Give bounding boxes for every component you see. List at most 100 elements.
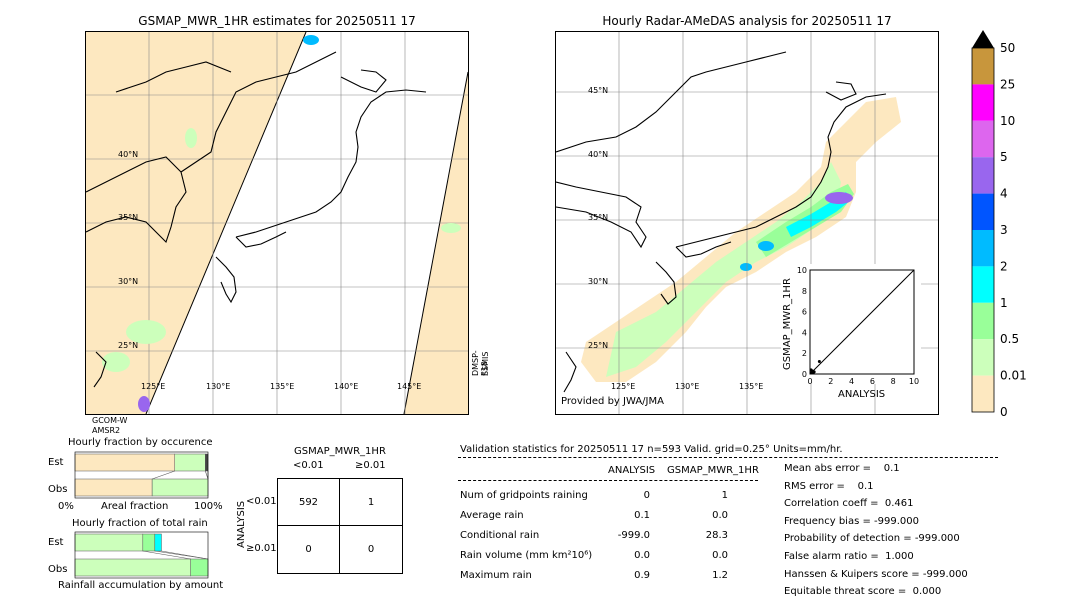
fraction-x100: 100% [194, 501, 223, 512]
colorbar-label: 0 [1000, 405, 1008, 419]
right-lon-135: 135°E [739, 382, 764, 391]
left-map-title: GSMAP_MWR_1HR estimates for 20250511 17 [138, 14, 416, 28]
left-map [85, 31, 469, 415]
contingency-row2: ≥0.01 [246, 543, 277, 554]
colorbar-label: 0.5 [1000, 332, 1019, 346]
validation-score: False alarm ratio = 1.000 [784, 551, 914, 562]
scatter-point [809, 368, 813, 372]
contingency-title: GSMAP_MWR_1HR [294, 446, 386, 457]
validation-score: Hanssen & Kuipers score = -999.000 [784, 568, 968, 580]
sat-label-left-2: AMSR2 [92, 426, 121, 435]
left-lon-135: 135°E [270, 382, 295, 391]
validation-row-label: Rain volume (mm km²10⁶) [460, 550, 593, 561]
fraction-bar-segment [74, 453, 175, 472]
contingency-a: 592 [298, 497, 319, 508]
contingency-col1: <0.01 [293, 460, 324, 471]
left-lat-40: 40°N [118, 150, 139, 159]
right-lat-30: 30°N [588, 277, 609, 286]
scatter-ytick: 2 [802, 349, 807, 358]
validation-score: Frequency bias = -999.000 [784, 515, 919, 527]
left-map-grid [86, 32, 468, 414]
colorbar-segment [972, 48, 994, 85]
colorbar-segment [972, 157, 994, 194]
scatter-ytick: 4 [802, 328, 807, 337]
scatter-xtick: 8 [891, 377, 896, 386]
scatter-xtick: 2 [828, 377, 833, 386]
fraction-bar-segment [205, 453, 209, 472]
contingency-c: 0 [305, 544, 312, 555]
contingency-row1: <0.01 [246, 496, 277, 507]
left-map-rain [102, 35, 461, 412]
right-lat-35: 35°N [588, 213, 609, 222]
scatter-xlabel: ANALYSIS [838, 389, 886, 400]
scatter-point [812, 370, 816, 374]
scatter-ytick: 6 [802, 308, 807, 317]
validation-row-analysis: 0.9 [634, 570, 650, 581]
right-map-coastline [556, 51, 887, 393]
scatter-xtick: 4 [849, 377, 854, 386]
colorbar-label: 50 [1000, 41, 1015, 55]
scatter-plot: 00 2 2 4 4 6 6 8 8 10 10 [797, 266, 919, 386]
contingency-table: 592 1 0 0 [277, 478, 403, 574]
fraction-bar-segment [190, 558, 209, 577]
right-lat-40: 40°N [588, 150, 609, 159]
colorbar-segment [972, 120, 994, 158]
colorbar-segment [972, 375, 994, 412]
scatter-xtick: 0 [807, 377, 812, 386]
validation-table-divider [458, 480, 758, 481]
validation-row-gsmap: 1.2 [712, 570, 728, 581]
validation-score: RMS error = 0.1 [784, 480, 874, 492]
colorbar-segment [972, 230, 994, 267]
scatter-ytick: 8 [802, 287, 807, 296]
validation-row-gsmap: 1 [721, 490, 728, 501]
colorbar-label: 4 [1000, 187, 1008, 201]
left-map-coastline [86, 51, 427, 388]
right-map: Provided by JWA/JMA [555, 31, 939, 415]
validation-row-label: Maximum rain [460, 570, 532, 581]
validation-row-analysis: 0.0 [634, 550, 650, 561]
left-lon-130: 130°E [206, 382, 231, 391]
contingency-col2: ≥0.01 [355, 460, 386, 471]
validation-row-label: Num of gridpoints raining [460, 490, 588, 501]
left-lon-125: 125°E [141, 382, 166, 391]
fraction-title-total: Hourly fraction of total rain [72, 518, 208, 529]
left-lat-35: 35°N [118, 213, 139, 222]
validation-row-analysis: 0 [643, 490, 650, 501]
fraction-est-label-1: Est [48, 457, 64, 468]
colorbar-segment [972, 302, 994, 340]
scatter-point [817, 360, 821, 364]
colorbar-label: 5 [1000, 150, 1008, 164]
right-lon-130: 130°E [675, 382, 700, 391]
fraction-est-label-2: Est [48, 537, 64, 548]
colorbar-label: 3 [1000, 223, 1008, 237]
validation-row-analysis: -999.0 [617, 530, 650, 541]
colorbar-label: 10 [1000, 114, 1015, 128]
validation-row-gsmap: 0.0 [712, 510, 728, 521]
analysis-rain-5 [825, 192, 853, 204]
scatter-xtick: 10 [909, 377, 919, 386]
colorbar: 50 25 10 5 4 3 2 1 0.5 0.01 0 [971, 30, 1026, 419]
fraction-bar-segment [151, 478, 209, 497]
validation-score: Equitable threat score = 0.000 [784, 586, 942, 598]
fraction-xlabel-1: Areal fraction [101, 501, 169, 512]
scatter-ytick: 0 [802, 370, 807, 379]
analysis-light-rain [606, 162, 841, 377]
validation-row-gsmap: 0.0 [712, 550, 728, 561]
fraction-chart-occurence [74, 451, 209, 499]
colorbar-segment [972, 339, 994, 376]
fraction-x0: 0% [58, 501, 74, 512]
colorbar-segment [972, 266, 994, 303]
validation-row-label: Conditional rain [460, 530, 540, 541]
fraction-title-occurence: Hourly fraction by occurence [68, 437, 213, 448]
validation-score: Probability of detection = -999.000 [784, 533, 960, 545]
right-lat-45: 45°N [588, 86, 609, 95]
colorbar-label: 0.01 [1000, 369, 1026, 383]
contingency-b: 1 [367, 497, 375, 508]
scatter-ytick: 10 [797, 266, 807, 275]
colorbar-label: 1 [1000, 296, 1008, 310]
fraction-bar-segment [174, 453, 206, 472]
fraction-bar-segment [142, 533, 156, 552]
fraction-bar-segment [74, 533, 144, 552]
colorbar-label: 25 [1000, 77, 1015, 91]
analysis-rain-3b [740, 263, 752, 271]
